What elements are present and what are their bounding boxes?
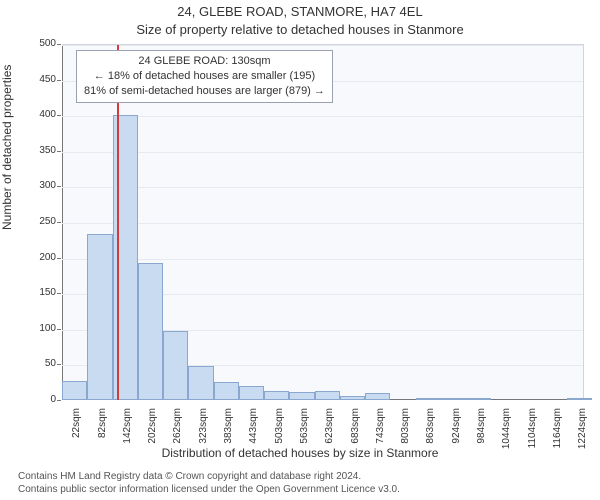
histogram-bar	[441, 398, 466, 400]
y-tick-label: 400	[24, 109, 56, 120]
gridline	[62, 45, 583, 46]
histogram-bar	[87, 234, 112, 400]
x-tick-label: 22sqm	[71, 408, 82, 454]
histogram-bar	[138, 263, 163, 400]
x-tick-label: 563sqm	[299, 408, 310, 454]
x-tick-label: 323sqm	[198, 408, 209, 454]
footer-attribution: Contains HM Land Registry data © Crown c…	[18, 470, 400, 496]
x-tick-label: 503sqm	[274, 408, 285, 454]
histogram-bar	[340, 396, 365, 400]
histogram-bar	[214, 382, 239, 400]
gridline	[62, 223, 583, 224]
histogram-bar	[163, 331, 188, 400]
x-tick-label: 1104sqm	[527, 408, 538, 454]
y-tick-label: 500	[24, 38, 56, 49]
chart-title-line1: 24, GLEBE ROAD, STANMORE, HA7 4EL	[0, 4, 600, 19]
histogram-bar	[567, 398, 592, 400]
y-tick-label: 200	[24, 252, 56, 263]
chart-title-line2: Size of property relative to detached ho…	[0, 22, 600, 37]
x-tick-label: 443sqm	[248, 408, 259, 454]
gridline	[62, 187, 583, 188]
histogram-bar	[416, 398, 441, 400]
histogram-bar	[62, 381, 87, 400]
x-tick-label: 683sqm	[350, 408, 361, 454]
footer-line2: Contains public sector information licen…	[18, 483, 400, 496]
gridline	[62, 152, 583, 153]
y-tick-label: 0	[24, 394, 56, 405]
y-axis-label: Number of detached properties	[0, 65, 14, 230]
x-tick-label: 984sqm	[476, 408, 487, 454]
histogram-bar	[188, 366, 213, 400]
x-tick-label: 1044sqm	[501, 408, 512, 454]
histogram-bar	[239, 386, 264, 400]
x-tick-label: 262sqm	[172, 408, 183, 454]
x-tick-label: 743sqm	[375, 408, 386, 454]
histogram-bar	[264, 391, 289, 400]
footer-line1: Contains HM Land Registry data © Crown c…	[18, 470, 400, 483]
x-tick-label: 924sqm	[451, 408, 462, 454]
annotation-line1: 24 GLEBE ROAD: 130sqm	[84, 54, 325, 69]
x-tick-label: 383sqm	[223, 408, 234, 454]
y-tick-label: 450	[24, 74, 56, 85]
histogram-bar	[315, 391, 340, 400]
y-tick-label: 350	[24, 145, 56, 156]
annotation-box: 24 GLEBE ROAD: 130sqm ← 18% of detached …	[76, 50, 333, 103]
gridline	[62, 116, 583, 117]
x-tick-label: 142sqm	[122, 408, 133, 454]
chart-container: 24, GLEBE ROAD, STANMORE, HA7 4EL Size o…	[0, 0, 600, 500]
y-tick-label: 100	[24, 323, 56, 334]
x-tick-label: 1164sqm	[552, 408, 563, 454]
histogram-bar	[365, 393, 390, 400]
histogram-bar	[289, 392, 314, 400]
x-tick-label: 863sqm	[425, 408, 436, 454]
x-tick-label: 623sqm	[324, 408, 335, 454]
annotation-line3: 81% of semi-detached houses are larger (…	[84, 84, 325, 99]
x-tick-label: 1224sqm	[577, 408, 588, 454]
y-tick-label: 50	[24, 358, 56, 369]
annotation-line2: ← 18% of detached houses are smaller (19…	[84, 69, 325, 84]
y-tick-label: 300	[24, 180, 56, 191]
histogram-bar	[466, 398, 491, 400]
gridline	[62, 259, 583, 260]
x-tick-label: 202sqm	[147, 408, 158, 454]
y-tick-label: 250	[24, 216, 56, 227]
x-tick-label: 82sqm	[97, 408, 108, 454]
y-tick-label: 150	[24, 287, 56, 298]
x-tick-label: 803sqm	[400, 408, 411, 454]
